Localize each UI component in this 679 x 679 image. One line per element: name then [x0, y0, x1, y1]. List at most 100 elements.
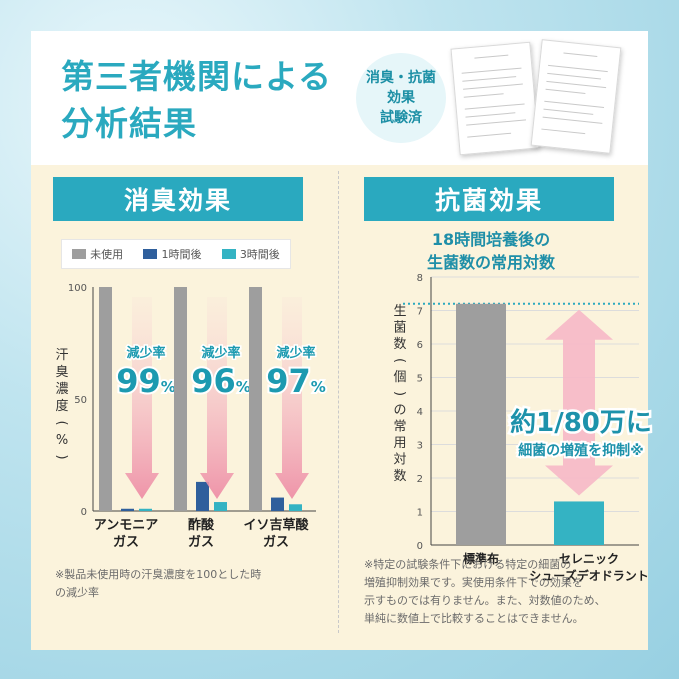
reduction-arrow-0	[125, 297, 159, 499]
y-axis-label-char-8: 用	[393, 436, 406, 451]
reduction-label-0: 減少率	[126, 345, 165, 361]
badge-line3: 試験済	[380, 110, 422, 126]
antibacterial-footnote-line4: 単純に数値上で比較することはできません。	[364, 612, 584, 625]
odor-chart: 050100汗臭濃度(%)減少率99%アンモニアガス減少率96%酢酸ガス減少率9…	[54, 283, 328, 550]
bar-2-2	[289, 504, 302, 511]
badge-line1: 消臭・抗菌	[366, 70, 436, 86]
reduction-percent-1: %	[236, 378, 251, 396]
reduction-percent-2: %	[311, 378, 326, 396]
column-divider	[338, 171, 339, 633]
deodorant-footnote-line1: ※製品未使用時の汗臭濃度を100とした時	[55, 568, 262, 581]
page-title: 第三者機関による 分析結果	[61, 53, 361, 147]
bar-0-0	[99, 287, 112, 511]
bacteria-chart-subtitle: 18時間培養後の 生菌数の常用対数	[371, 228, 611, 274]
callout-main: 約1/80万に	[510, 407, 652, 438]
reduction-value-2: 97%	[266, 362, 326, 400]
y-axis-label-char-9: 対	[393, 453, 406, 468]
category-label-1-1: ガス	[188, 535, 214, 550]
bar-0-2	[139, 508, 152, 511]
results-card: 第三者機関による 分析結果 消臭・抗菌 効果 試験済 消臭効果 抗菌効果 未使用…	[31, 31, 654, 650]
category-label-1-0: セレニック	[559, 552, 619, 566]
y-axis-label-char-3: 度	[55, 398, 68, 414]
reduction-arrow-2	[275, 297, 309, 499]
reduction-number-1: 96	[191, 362, 236, 400]
legend-label-1h: 1時間後	[161, 248, 202, 261]
y-tick-label-5: 5	[417, 374, 423, 385]
legend-item-1h: 1時間後	[143, 246, 201, 262]
y-tick-label-8: 8	[417, 273, 423, 284]
y-tick-label-2: 2	[417, 474, 423, 485]
antibacterial-footnote-line1: ※特定の試験条件下における特定の細菌の	[364, 558, 572, 571]
bar-2-0	[249, 287, 262, 511]
y-tick-label-0: 0	[81, 507, 87, 518]
antibacterial-footnote: ※特定の試験条件下における特定の細菌の 増殖抑制効果です。実使用条件下での効果を…	[364, 556, 634, 628]
bar-1	[554, 501, 604, 545]
legend-item-unused: 未使用	[72, 246, 123, 262]
y-tick-label-0: 0	[417, 541, 423, 552]
y-tick-label-2: 100	[68, 283, 87, 294]
category-label-1-1: シューズデオドラント	[529, 568, 648, 583]
y-axis-label-char-0: 汗	[55, 348, 68, 363]
y-tick-label-4: 4	[417, 407, 423, 418]
legend-swatch-navy	[143, 249, 158, 259]
y-axis-label-char-6: )	[54, 454, 69, 459]
legend-label-unused: 未使用	[90, 248, 124, 261]
category-label-2-0: イソ吉草酸	[243, 517, 309, 533]
y-axis-label-char-3: (	[392, 358, 407, 363]
y-axis-label-char-10: 数	[393, 469, 406, 484]
bar-1-2	[214, 502, 227, 511]
y-tick-label-1: 50	[74, 395, 87, 406]
legend-item-3h: 3時間後	[221, 246, 280, 262]
y-axis-label-char-2: 濃	[55, 382, 68, 397]
y-axis-label-char-5: %	[56, 433, 68, 448]
antibacterial-effect-banner: 抗菌効果	[364, 177, 614, 221]
callout-sub: 細菌の増殖を抑制※	[518, 442, 644, 459]
y-tick-label-6: 6	[417, 340, 423, 351]
y-axis-label-char-7: 常	[393, 420, 406, 435]
y-axis-label-char-5: )	[392, 391, 407, 396]
y-tick-label-7: 7	[417, 307, 423, 318]
antibacterial-footnote-line2: 増殖抑制効果です。実使用条件下での効果を	[364, 576, 583, 589]
reduction-number-0: 99	[116, 362, 161, 400]
page-title-line2: 分析結果	[61, 104, 197, 143]
bar-2-1	[271, 497, 284, 511]
reduction-percent-0: %	[161, 378, 176, 396]
subtitle-line2: 生菌数の常用対数	[426, 253, 555, 272]
y-tick-label-1: 1	[417, 508, 423, 519]
category-label-0-1: ガス	[113, 535, 139, 550]
tested-badge: 消臭・抗菌 効果 試験済	[356, 53, 446, 143]
reduction-value-0: 99%	[116, 362, 176, 400]
page-title-line1: 第三者機関による	[61, 57, 333, 96]
antibacterial-footnote-line3: 示すものでは有りません。また、対数値のため、	[364, 594, 606, 607]
deodorant-footnote-line2: の減少率	[55, 586, 99, 599]
y-axis-label-char-4: (	[54, 420, 69, 425]
legend-swatch-gray	[72, 249, 87, 259]
deodorant-effect-banner: 消臭効果	[53, 177, 303, 221]
reduction-label-2: 減少率	[276, 345, 315, 361]
bar-1-0	[174, 287, 187, 511]
header-panel: 第三者機関による 分析結果 消臭・抗菌 効果 試験済	[31, 31, 648, 165]
subtitle-line1: 18時間培養後の	[431, 230, 551, 249]
y-axis-label-char-2: 数	[393, 337, 406, 352]
y-tick-label-3: 3	[417, 441, 423, 452]
badge-line2: 効果	[387, 90, 415, 106]
y-axis-label-char-6: の	[393, 403, 406, 418]
y-axis-label-char-1: 菌	[393, 321, 406, 336]
reduction-value-1: 96%	[191, 362, 251, 400]
y-axis-label-char-1: 臭	[55, 365, 68, 380]
bar-0-1	[121, 508, 134, 511]
y-axis-label-char-0: 生	[393, 304, 406, 319]
bar-0	[456, 303, 506, 545]
test-report-image-1	[450, 41, 540, 156]
deodorant-footnote: ※製品未使用時の汗臭濃度を100とした時 の減少率	[55, 566, 325, 602]
reduction-number-2: 97	[266, 362, 311, 400]
chart-legend: 未使用 1時間後 3時間後	[61, 239, 291, 269]
category-label-1-0: 酢酸	[188, 517, 215, 533]
category-label-0-0: 標準布	[463, 551, 499, 566]
double-arrow	[545, 309, 613, 496]
test-report-image-2	[530, 39, 622, 154]
category-label-0-0: アンモニア	[94, 518, 158, 533]
reduction-arrow-1	[200, 297, 234, 499]
y-axis-label-char-4: 個	[393, 370, 406, 385]
